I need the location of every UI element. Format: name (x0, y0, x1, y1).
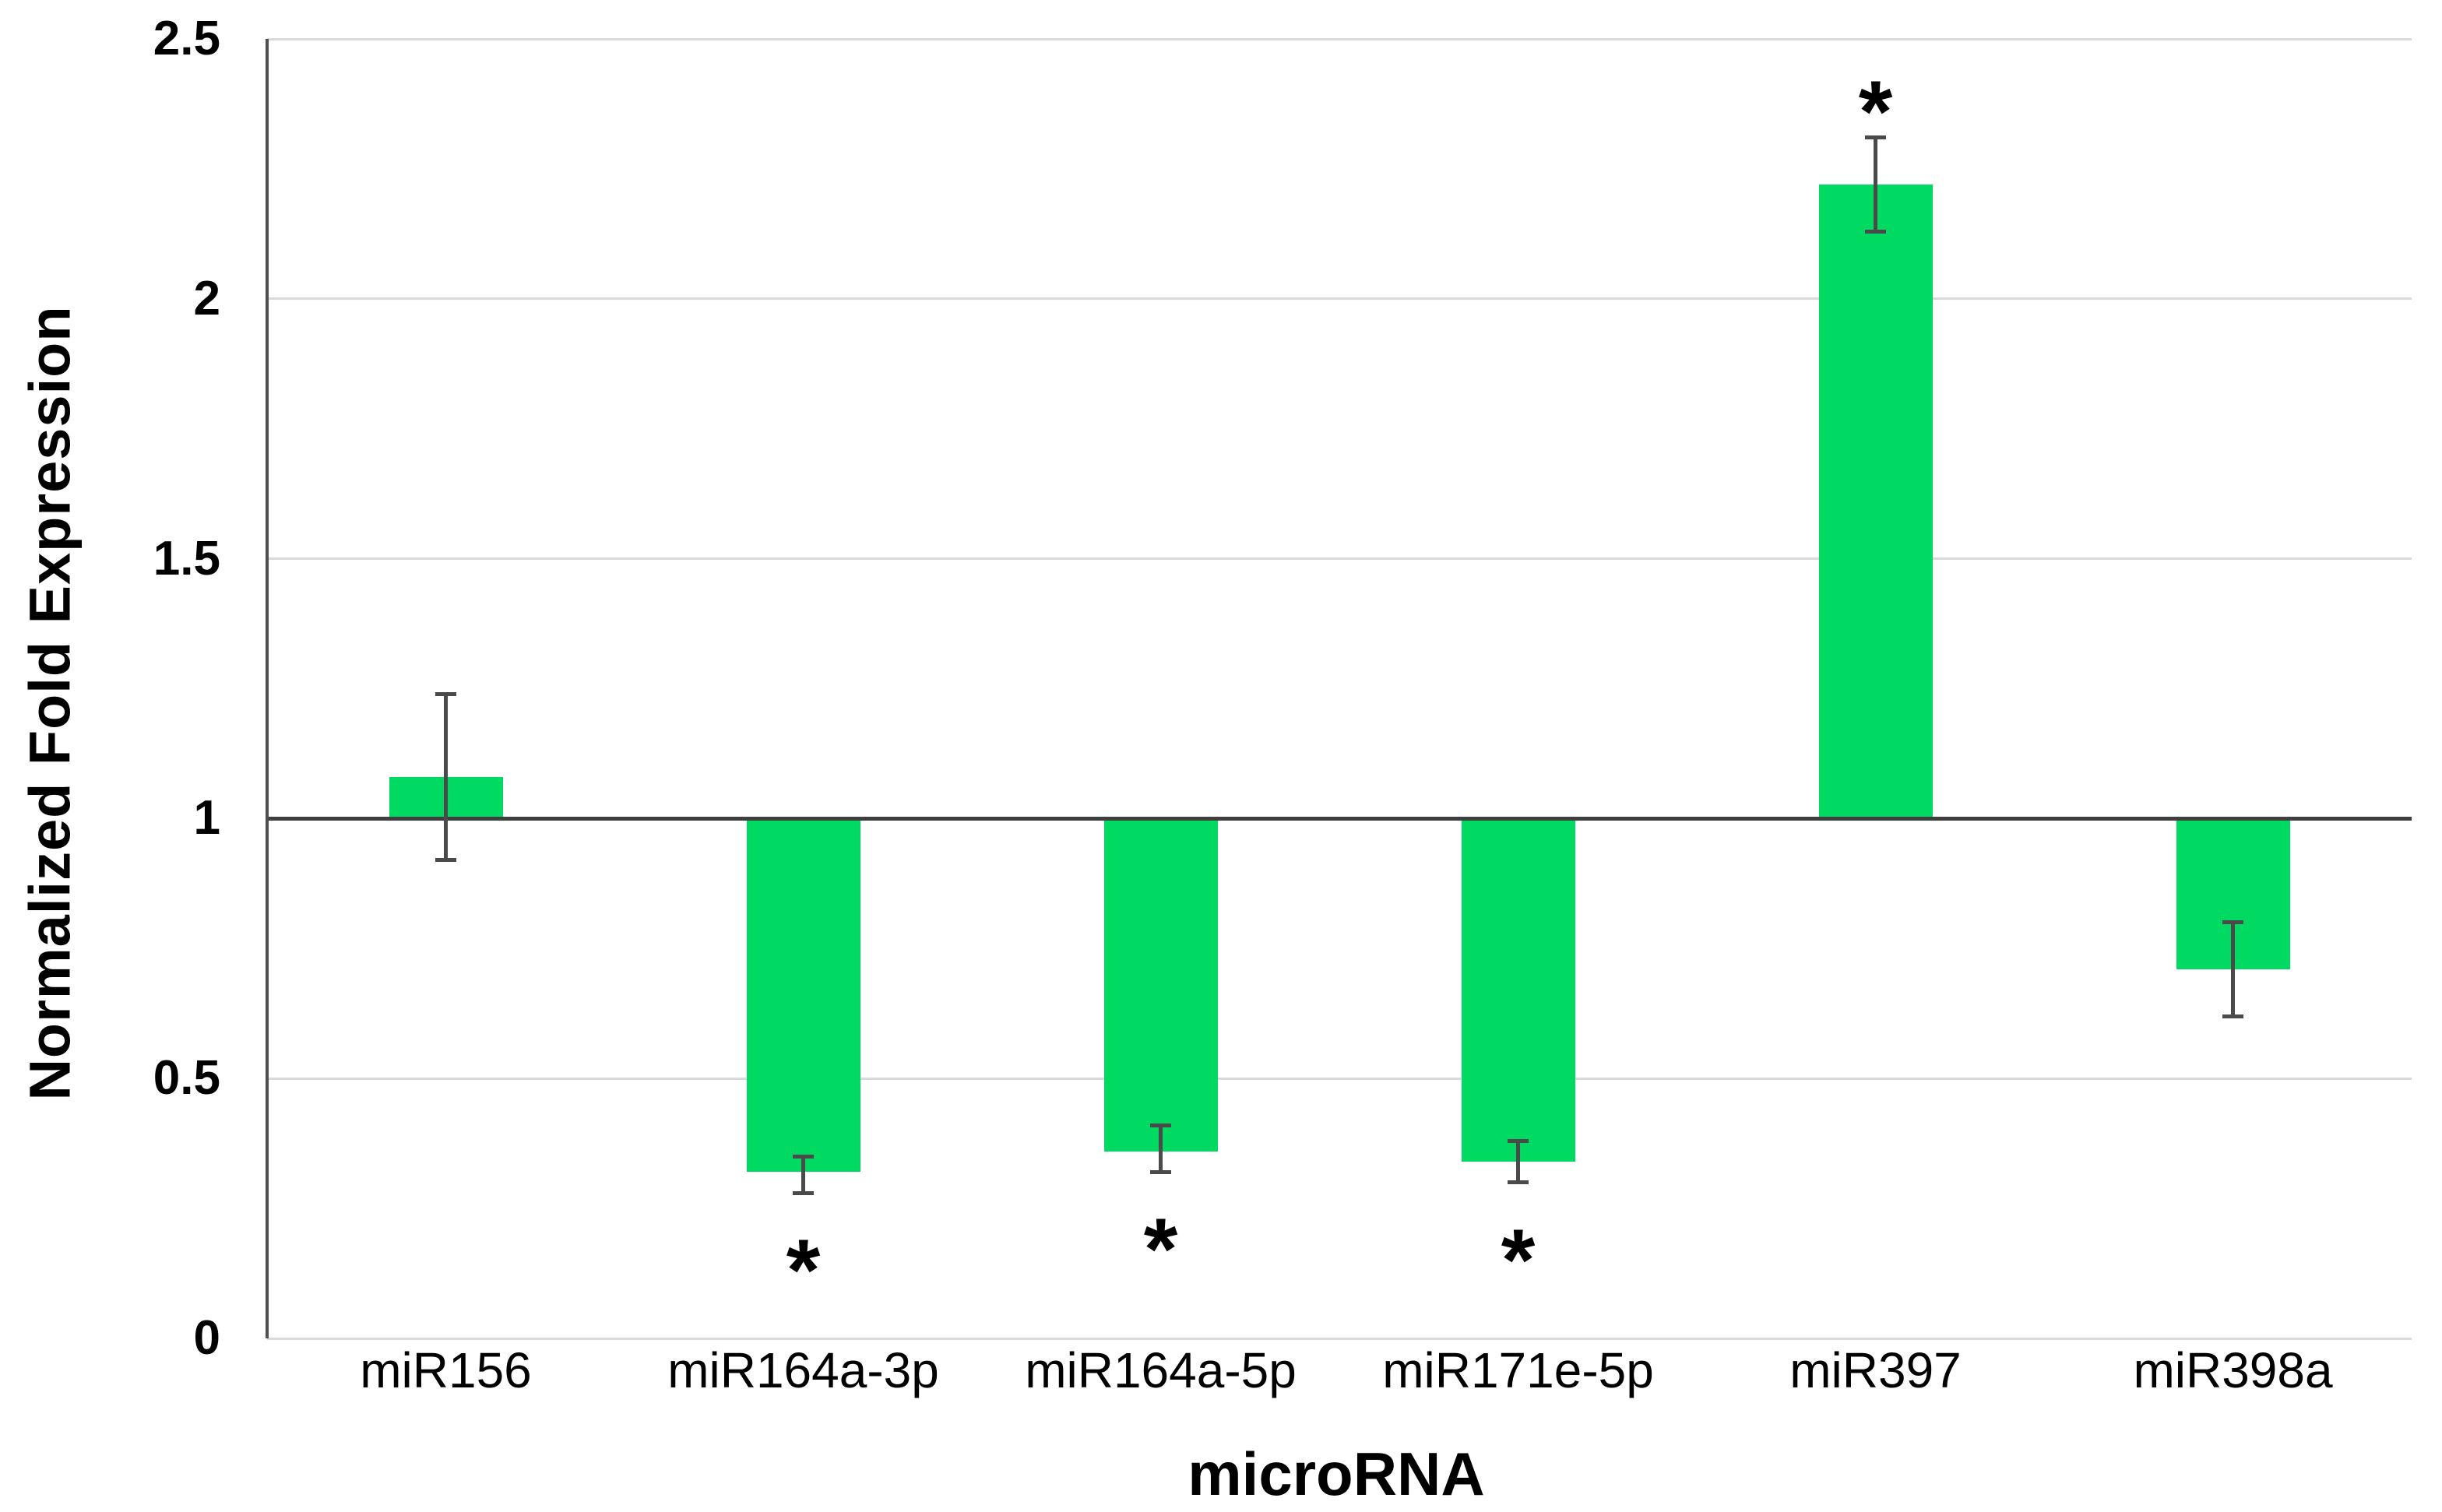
gridline-1.5 (267, 557, 2412, 561)
error-cap-bottom-miR398a (2222, 1014, 2243, 1018)
y-tick-label: 1.5 (153, 531, 220, 585)
gridline-0.5 (267, 1077, 2412, 1080)
y-tick-label: 2 (193, 271, 220, 325)
bar-miR164a-5p (1103, 818, 1218, 1152)
significance-asterisk-miR164a-3p: * (786, 1222, 821, 1320)
error-cap-top-miR171e-5p (1508, 1138, 1529, 1143)
error-bar-miR156 (444, 694, 448, 860)
bar-miR164a-3p (746, 818, 860, 1173)
error-cap-bottom-miR397 (1865, 229, 1886, 234)
y-tick-label: 0 (193, 1311, 220, 1365)
bar-miR397 (1818, 184, 1933, 819)
error-bar-miR397 (1874, 137, 1877, 231)
error-cap-top-miR397 (1865, 135, 1886, 140)
error-bar-miR398a (2231, 922, 2235, 1017)
significance-asterisk-miR397: * (1858, 62, 1893, 160)
y-tick-label: 2.5 (153, 12, 220, 65)
y-axis-line (266, 39, 269, 1338)
error-cap-bottom-miR156 (435, 858, 456, 863)
x-tick-label-miR164a-5p: miR164a-5p (1025, 1342, 1297, 1398)
error-cap-top-miR156 (435, 691, 456, 696)
x-tick-label-miR398a: miR398a (2133, 1342, 2333, 1398)
x-tick-label-miR397: miR397 (1789, 1342, 1962, 1398)
x-tick-label-miR164a-3p: miR164a-3p (667, 1342, 939, 1398)
bar-miR171e-5p (1461, 818, 1575, 1162)
error-bar-miR164a-3p (801, 1156, 805, 1194)
x-tick-label-miR171e-5p: miR171e-5p (1382, 1342, 1654, 1398)
gridline-2 (267, 297, 2412, 301)
gridline-2.5 (267, 37, 2412, 40)
error-bar-miR171e-5p (1516, 1141, 1520, 1183)
y-tick-label: 1 (193, 791, 220, 846)
error-cap-bottom-miR164a-3p (793, 1190, 814, 1195)
error-cap-top-miR398a (2222, 920, 2243, 925)
significance-asterisk-miR171e-5p: * (1501, 1211, 1536, 1309)
y-tick-label: 0.5 (153, 1051, 220, 1106)
baseline-reference-line (267, 816, 2412, 821)
error-cap-top-miR164a-3p (793, 1154, 814, 1159)
x-axis-title: microRNA (1188, 1440, 1485, 1508)
error-cap-top-miR164a-5p (1150, 1123, 1171, 1127)
error-bar-miR164a-5p (1159, 1125, 1163, 1173)
significance-asterisk-miR164a-5p: * (1143, 1201, 1178, 1299)
x-tick-label-miR156: miR156 (360, 1342, 532, 1398)
gridline-0 (267, 1337, 2412, 1340)
error-cap-bottom-miR164a-5p (1150, 1169, 1171, 1174)
error-cap-bottom-miR171e-5p (1508, 1180, 1529, 1185)
